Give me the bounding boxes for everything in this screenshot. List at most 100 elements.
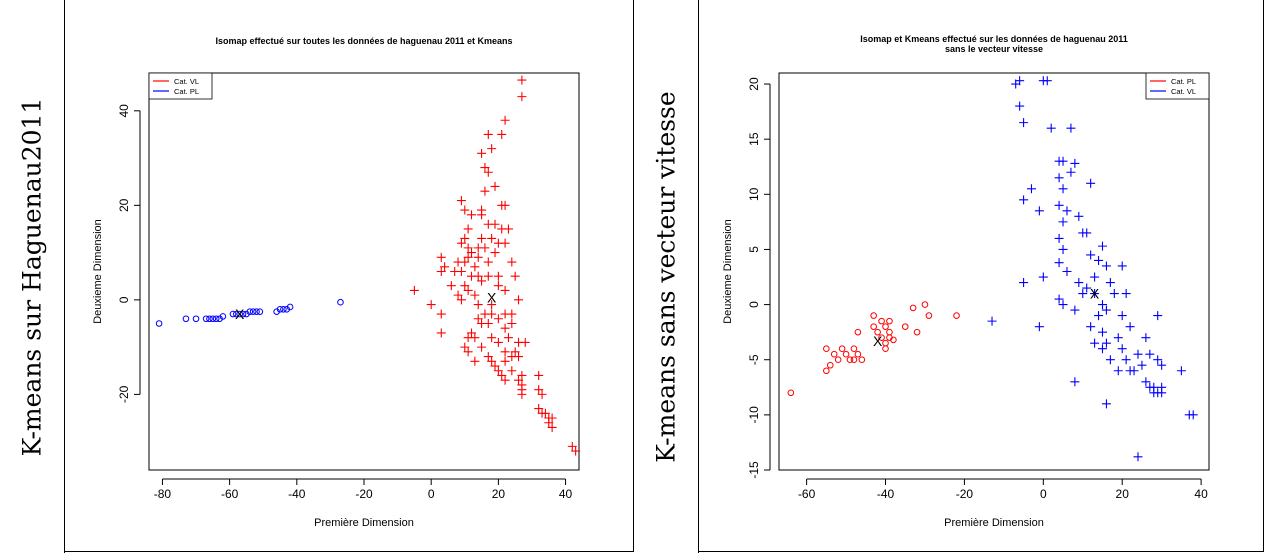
data-point-plus: [1133, 349, 1143, 359]
data-point-circle: [886, 328, 893, 336]
data-point-circle: [842, 350, 850, 358]
data-point-plus: [456, 238, 466, 248]
centroid-marker: X: [873, 333, 883, 349]
data-point-plus: [1019, 195, 1029, 205]
data-point-plus: [1034, 322, 1044, 332]
data-point-plus: [436, 267, 446, 276]
data-point-plus: [493, 314, 503, 324]
chart-title: Isomap effectué sur toutes les données d…: [215, 36, 512, 46]
data-point-plus: [1101, 305, 1111, 315]
x-tick-label: 40: [559, 487, 573, 501]
data-point-plus: [500, 375, 510, 385]
data-point-circle: [830, 350, 838, 358]
data-point-circle: [192, 315, 200, 323]
data-point-plus: [500, 347, 510, 357]
data-point-plus: [1062, 206, 1072, 216]
data-point-plus: [473, 300, 483, 310]
data-point-plus: [493, 366, 503, 376]
data-point-plus: [456, 295, 466, 305]
data-point-plus: [436, 328, 446, 338]
data-point-plus: [483, 129, 493, 139]
data-point-plus: [1109, 289, 1119, 299]
data-point-plus: [517, 92, 527, 102]
data-point-plus: [477, 276, 487, 286]
data-point-circle: [212, 315, 220, 323]
data-point-plus: [497, 370, 507, 380]
data-point-plus: [1054, 173, 1064, 183]
data-point-plus: [1070, 377, 1080, 387]
legend-box: [1145, 72, 1210, 100]
data-point-plus: [1026, 184, 1036, 194]
data-point-plus: [1101, 261, 1111, 271]
data-point-circle: [882, 323, 889, 330]
data-point-plus: [1113, 366, 1123, 376]
data-point-plus: [1078, 289, 1088, 299]
x-tick-label: 0: [1040, 487, 1047, 501]
x-tick-label: -60: [221, 487, 239, 501]
data-point-circle: [850, 356, 858, 364]
data-point-plus: [473, 314, 483, 324]
data-point-circle: [854, 350, 862, 358]
data-point-plus: [460, 205, 470, 215]
data-point-circle: [834, 356, 842, 364]
x-tick-label: 0: [428, 487, 435, 501]
data-point-plus: [1141, 377, 1151, 387]
y-tick-label: 0: [117, 296, 131, 303]
data-point-plus: [477, 233, 487, 243]
data-point-plus: [426, 300, 436, 310]
data-point-plus: [1082, 228, 1092, 238]
data-point-circle: [286, 303, 294, 311]
y-tick-label: 20: [117, 198, 131, 212]
isomap-kmeans-no-speed-chart: Isomap et Kmeans effectué sur les donnée…: [722, 34, 1210, 529]
data-point-circle: [846, 356, 854, 364]
data-point-plus: [480, 163, 490, 173]
data-point-plus: [1066, 167, 1076, 177]
data-point-plus: [1015, 76, 1025, 86]
data-point-plus: [463, 347, 473, 357]
data-point-plus: [1145, 349, 1155, 359]
data-point-plus: [514, 295, 524, 305]
data-point-plus: [463, 243, 473, 253]
data-point-circle: [206, 315, 213, 323]
y-axis-title: Deuxieme Dimension: [92, 219, 104, 324]
data-point-plus: [409, 285, 419, 295]
data-point-circle: [229, 310, 237, 318]
data-point-plus: [1133, 452, 1143, 462]
data-point-plus: [1058, 244, 1068, 254]
row-label-right-panel: K-means sans vecteur vitesse: [634, 0, 699, 553]
data-point-plus: [436, 309, 446, 319]
data-point-circle: [870, 323, 877, 330]
data-point-plus: [1058, 217, 1068, 227]
data-point-plus: [490, 361, 500, 371]
data-point-plus: [1070, 158, 1080, 168]
legend-box: [148, 72, 213, 100]
data-point-plus: [1082, 283, 1092, 293]
data-point-plus: [460, 257, 470, 267]
data-point-circle: [890, 336, 897, 344]
x-tick-label: 20: [1116, 487, 1130, 501]
data-point-plus: [1086, 178, 1096, 188]
data-point-plus: [1058, 300, 1068, 310]
data-point-plus: [1054, 200, 1064, 210]
data-point-plus: [1101, 338, 1111, 348]
data-point-plus: [500, 115, 510, 125]
y-tick-label: 20: [747, 77, 761, 91]
y-tick-label: 5: [747, 246, 761, 253]
data-point-plus: [487, 233, 497, 243]
data-point-circle: [901, 323, 909, 330]
data-point-plus: [500, 356, 510, 366]
y-axis-title: Deuxieme Dimension: [722, 219, 734, 324]
data-point-plus: [467, 248, 476, 258]
data-point-circle: [882, 339, 889, 347]
data-point-plus: [460, 233, 470, 243]
data-point-circle: [236, 310, 244, 318]
data-point-plus: [1113, 333, 1123, 343]
data-point-circle: [854, 328, 862, 336]
data-point-plus: [1090, 272, 1100, 282]
data-point-plus: [1101, 399, 1111, 409]
data-point-circle: [913, 328, 921, 336]
data-point-plus: [1090, 289, 1100, 299]
data-point-plus: [483, 271, 493, 281]
data-point-plus: [480, 243, 490, 253]
data-point-plus: [1153, 311, 1163, 321]
